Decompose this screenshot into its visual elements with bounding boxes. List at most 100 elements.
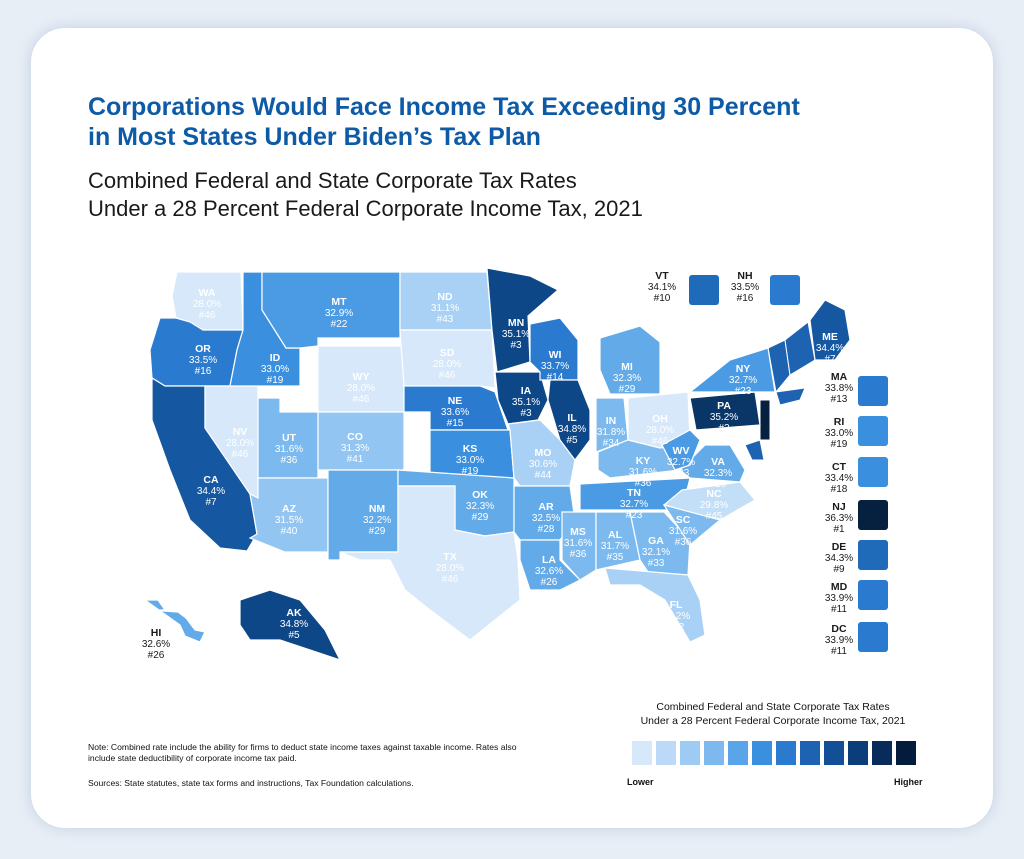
- callout-label-de: DE 34.3% #9: [825, 541, 853, 575]
- state-label-ne: NE 33.6% #15: [441, 395, 469, 429]
- state-mn[interactable]: [486, 267, 560, 373]
- state-wv[interactable]: [661, 429, 701, 471]
- state-label-or: OR 33.5% #16: [189, 343, 217, 377]
- state-label-wi: WI 33.7% #14: [541, 349, 569, 383]
- callout-box-ri[interactable]: [858, 416, 888, 446]
- state-label-in: IN 31.8% #34: [597, 415, 625, 449]
- state-label-ms: MS 31.6% #36: [564, 526, 592, 560]
- callout-box-nh[interactable]: [770, 275, 800, 305]
- state-label-me: ME 34.4% #7: [816, 331, 844, 365]
- legend-swatch: [656, 741, 676, 765]
- legend-swatch: [728, 741, 748, 765]
- state-label-il: IL 34.8% #5: [558, 412, 586, 446]
- map-subtitle: Combined Federal and State Corporate Tax…: [88, 168, 643, 221]
- callout-label-vt: VT 34.1% #10: [648, 270, 676, 304]
- sources-text: Sources: State statutes, state tax forms…: [88, 778, 414, 788]
- state-tx[interactable]: [339, 485, 521, 641]
- callout-label-nj: NJ 36.3% #1: [825, 501, 853, 535]
- callout-label-ct: CT 33.4% #18: [825, 461, 853, 495]
- legend-swatch: [680, 741, 700, 765]
- state-label-ks: KS 33.0% #19: [456, 443, 484, 477]
- legend-title: Combined Federal and State Corporate Tax…: [640, 701, 906, 727]
- state-label-sd: SD 28.0% #46: [433, 347, 461, 381]
- state-label-mi: MI 32.3% #29: [613, 361, 641, 395]
- state-hi[interactable]: [143, 599, 206, 643]
- state-pa[interactable]: [689, 391, 761, 431]
- state-label-la: LA 32.6% #26: [535, 554, 563, 588]
- state-label-ky: KY 31.6% #36: [629, 455, 657, 489]
- callout-label-md: MD 33.9% #11: [825, 581, 853, 615]
- state-label-nm: NM 32.2% #29: [363, 503, 391, 537]
- state-labels: WA 28.0% #46 OR 33.5% #16 CA 34.4% #7NV 28.0% #46 I…: [142, 287, 844, 661]
- state-label-oh: OH 28.0% #46: [646, 413, 674, 447]
- state-label-id: ID 33.0% #19: [261, 352, 289, 386]
- callout-box-nj[interactable]: [858, 500, 888, 530]
- state-fl[interactable]: [604, 567, 706, 643]
- legend-swatch: [872, 741, 892, 765]
- callout-box-ma[interactable]: [858, 376, 888, 406]
- small-state-callouts: VT 34.1% #10 NH 33.5% #16 MA 33.8% #13 RI 33.0% #19…: [648, 270, 888, 657]
- state-shapes: [143, 267, 851, 662]
- callout-label-dc: DC 33.9% #11: [825, 623, 853, 657]
- state-label-wv: WV 32.7% #23: [667, 445, 695, 479]
- callout-box-md[interactable]: [858, 580, 888, 610]
- state-al[interactable]: [595, 511, 641, 571]
- callout-box-dc[interactable]: [858, 622, 888, 652]
- small-state-shape: [759, 399, 771, 441]
- state-label-ar: AR 32.5% #28: [532, 501, 560, 535]
- legend-color-scale: [632, 741, 916, 765]
- legend-swatch: [800, 741, 820, 765]
- state-label-mt: MT 32.9% #22: [325, 296, 353, 330]
- note-text: Note: Combined rate include the ability …: [88, 742, 517, 763]
- state-label-ny: NY 32.7% #23: [729, 363, 757, 397]
- small-state-shape: [744, 439, 765, 461]
- state-label-fl: FL 31.2% #42: [662, 599, 690, 633]
- legend-swatch: [752, 741, 772, 765]
- legend-higher-label: Higher: [894, 777, 923, 787]
- state-ca[interactable]: [151, 376, 258, 552]
- state-label-ut: UT 31.6% #36: [275, 432, 303, 466]
- callout-label-ri: RI 33.0% #19: [825, 416, 853, 450]
- state-label-wa: WA 28.0% #46: [193, 287, 221, 321]
- state-me[interactable]: [809, 299, 851, 361]
- callout-label-nh: NH 33.5% #16: [731, 270, 759, 304]
- state-ak[interactable]: [239, 589, 342, 662]
- state-label-mo: MO 30.6% #44: [529, 447, 557, 481]
- state-sd[interactable]: [399, 329, 496, 389]
- state-ms[interactable]: [561, 511, 597, 581]
- state-label-ok: OK 32.3% #29: [466, 489, 494, 523]
- state-nc[interactable]: [662, 481, 756, 521]
- state-mi[interactable]: [599, 325, 661, 395]
- state-label-al: AL 31.7% #35: [601, 529, 629, 563]
- state-label-hi: HI 32.6% #26: [142, 627, 170, 661]
- state-va[interactable]: [679, 444, 746, 483]
- state-label-wy: WY 28.0% #46: [347, 371, 375, 405]
- callout-label-ma: MA 33.8% #13: [825, 371, 853, 405]
- state-label-va: VA 32.3% #29: [704, 456, 732, 490]
- state-label-sc: SC 31.6% #36: [669, 514, 697, 548]
- state-label-nd: ND 31.1% #43: [431, 291, 459, 325]
- legend-swatch: [632, 741, 652, 765]
- state-label-tn: TN 32.7% #23: [620, 487, 648, 521]
- legend-swatch: [704, 741, 724, 765]
- state-label-nc: NC 29.8% #45: [700, 488, 728, 522]
- legend-swatch: [896, 741, 916, 765]
- state-il[interactable]: [547, 379, 591, 461]
- legend-swatch: [776, 741, 796, 765]
- legend-swatch: [824, 741, 844, 765]
- callout-box-de[interactable]: [858, 540, 888, 570]
- state-ny[interactable]: [688, 347, 776, 393]
- state-label-tx: TX 28.0% #46: [436, 551, 464, 585]
- state-la[interactable]: [519, 539, 582, 591]
- callout-box-vt[interactable]: [689, 275, 719, 305]
- state-label-nv: NV 28.0% #46: [226, 426, 254, 460]
- legend-lower-label: Lower: [627, 777, 654, 787]
- callout-box-ct[interactable]: [858, 457, 888, 487]
- small-state-shape: [775, 387, 806, 406]
- state-label-ga: GA 32.1% #33: [642, 535, 670, 569]
- state-label-ia: IA 35.1% #3: [512, 385, 540, 419]
- state-label-pa: PA 35.2% #2: [710, 400, 738, 434]
- state-label-mn: MN 35.1% #3: [502, 317, 530, 351]
- state-label-ca: CA 34.4% #7: [197, 474, 225, 508]
